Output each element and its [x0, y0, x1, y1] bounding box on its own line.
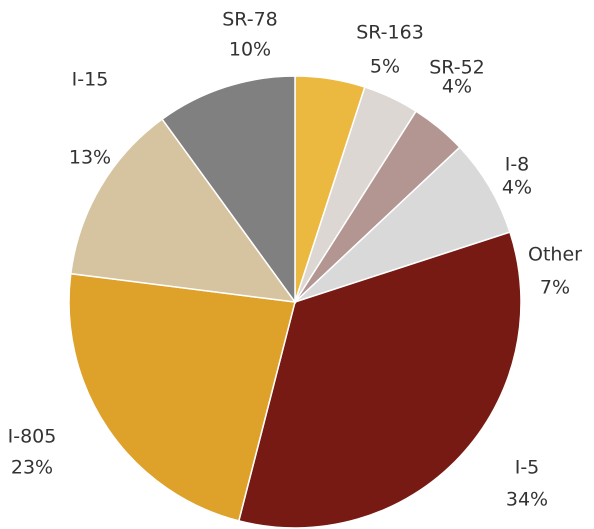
- pie-slice: [69, 118, 297, 303]
- slice-label: I-805: [8, 426, 57, 448]
- pie-slice: [68, 272, 296, 522]
- slice-label: SR-78: [222, 9, 278, 31]
- slice-label: I-15: [72, 69, 109, 91]
- slice-value-label: 34%: [506, 489, 548, 511]
- slice-label: Other: [528, 244, 582, 266]
- slice-label: SR-52: [429, 57, 485, 79]
- slice-value-label: 7%: [540, 277, 570, 299]
- pie-slice: [237, 231, 522, 529]
- pie-slice: [161, 75, 296, 305]
- slice-value-label: 10%: [229, 39, 271, 61]
- slice-label: I-5: [515, 457, 540, 479]
- slice-value-label: 4%: [502, 177, 532, 199]
- slice-value-label: 23%: [11, 457, 53, 479]
- slice-label: SR-163: [356, 22, 424, 44]
- slice-value-label: 4%: [442, 76, 472, 98]
- slice-label: I-8: [505, 154, 530, 176]
- slice-value-label: 13%: [69, 147, 111, 169]
- slice-value-label: 5%: [370, 56, 400, 78]
